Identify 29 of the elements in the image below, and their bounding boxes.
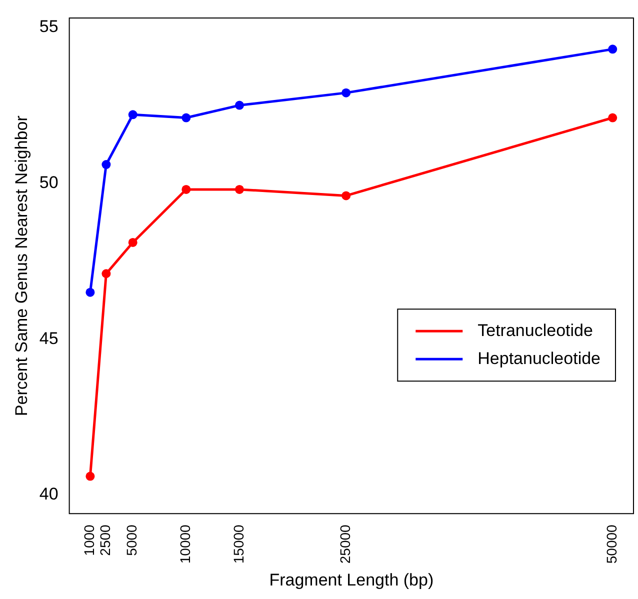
- point: [234, 184, 244, 194]
- point: [128, 238, 138, 247]
- y-axis-title: Percent Same Genus Nearest Neighbor: [12, 115, 31, 416]
- x-axis-title: Fragment Length (bp): [269, 570, 434, 590]
- x-tick-label: 5000: [124, 524, 140, 556]
- y-tick-label: 45: [39, 328, 58, 348]
- point: [182, 184, 191, 194]
- point: [86, 288, 95, 297]
- point: [342, 88, 351, 98]
- point: [128, 110, 138, 120]
- point: [608, 113, 618, 122]
- point: [342, 191, 351, 200]
- x-tick-label: 1000: [81, 524, 98, 556]
- y-tick-label: 55: [39, 17, 58, 36]
- point: [608, 44, 618, 54]
- point: [182, 113, 191, 122]
- x-tick-label: 10000: [177, 524, 194, 564]
- legend-label: Tetranucleotide: [478, 320, 593, 340]
- point: [86, 472, 95, 481]
- legend-label: Heptanucleotide: [478, 348, 601, 368]
- x-tick-label: 2500: [97, 524, 114, 556]
- x-tick-label: 50000: [603, 524, 620, 564]
- y-tick-label: 40: [39, 484, 58, 504]
- point: [102, 269, 111, 278]
- y-tick-label: 50: [39, 172, 58, 192]
- point: [102, 160, 111, 170]
- x-tick-label: 25000: [336, 524, 353, 564]
- point: [234, 100, 244, 110]
- x-tick-label: 15000: [230, 524, 246, 564]
